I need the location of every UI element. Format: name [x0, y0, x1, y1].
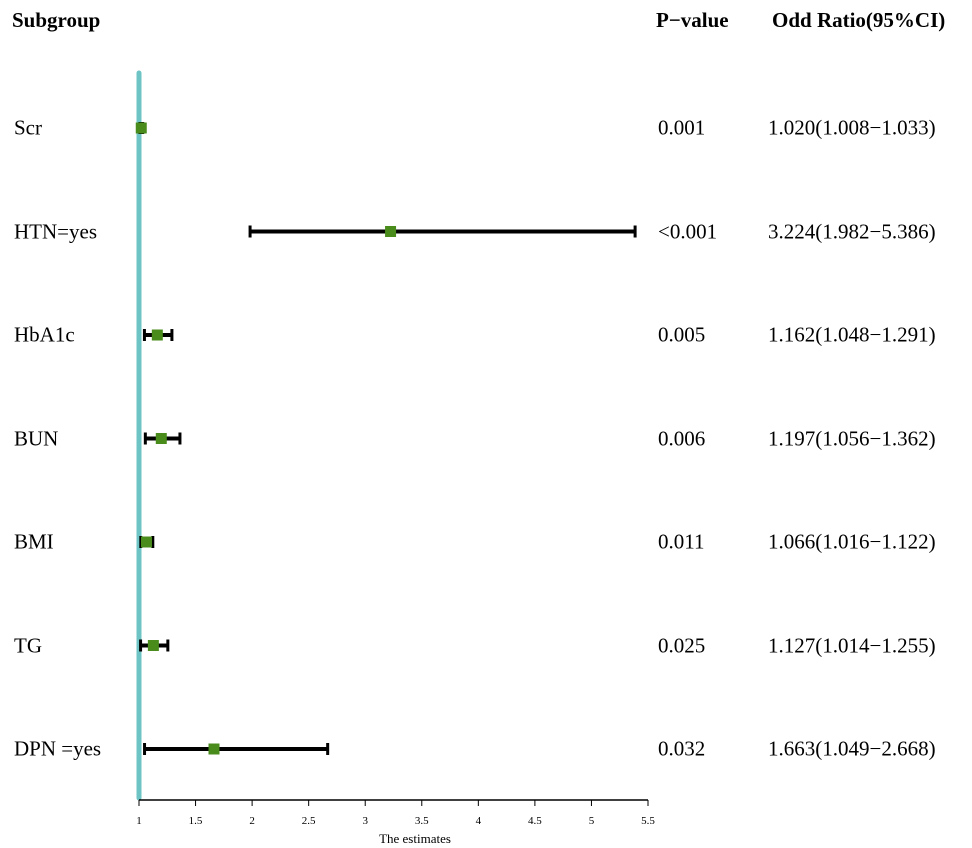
point-estimate — [135, 122, 147, 134]
point-estimate — [140, 536, 152, 548]
odds-ratio-text: 3.224(1.982−5.386) — [768, 219, 936, 243]
pvalue-text: <0.001 — [658, 219, 718, 243]
odds-ratio-text: 1.663(1.049−2.668) — [768, 736, 936, 761]
subgroup-label: BMI — [14, 529, 54, 554]
subgroup-header: Subgroup — [12, 8, 101, 32]
pvalue-text: 0.006 — [658, 426, 706, 450]
x-tick-label: 5.5 — [641, 815, 655, 827]
point-estimate — [385, 226, 397, 237]
odds-ratio-text: 1.162(1.048−1.291) — [768, 322, 936, 347]
odds-ratio-text: 1.066(1.016−1.122) — [768, 529, 936, 554]
point-estimate — [155, 433, 167, 444]
x-tick-label: 5 — [589, 815, 595, 827]
odds-ratio-text: 1.127(1.014−1.255) — [768, 633, 936, 657]
x-axis-title: The estimates — [379, 831, 451, 846]
x-tick-label: 2.5 — [302, 815, 316, 827]
subgroup-label: BUN — [14, 426, 59, 450]
x-tick-label: 1.5 — [189, 815, 203, 827]
point-estimate — [151, 329, 163, 341]
pvalue-text: 0.011 — [658, 529, 705, 554]
subgroup-label: HTN=yes — [14, 219, 97, 243]
pvalue-text: 0.005 — [658, 322, 706, 347]
point-estimate — [208, 743, 220, 755]
point-estimate — [147, 640, 159, 651]
x-tick-label: 2 — [249, 815, 255, 827]
x-tick-label: 4.5 — [528, 815, 542, 827]
x-tick-label: 1 — [136, 815, 142, 827]
odds-ratio-text: 1.197(1.056−1.362) — [768, 426, 936, 450]
x-tick-label: 3.5 — [415, 815, 429, 827]
pvalue-header: P−value — [656, 8, 729, 32]
x-tick-label: 4 — [476, 815, 482, 827]
x-tick-label: 3 — [362, 815, 368, 827]
pvalue-text: 0.025 — [658, 633, 706, 657]
subgroup-label: TG — [14, 633, 42, 657]
subgroup-label: DPN =yes — [14, 736, 102, 761]
subgroup-label: Scr — [14, 115, 42, 140]
pvalue-text: 0.001 — [658, 115, 706, 140]
odds-ratio-text: 1.020(1.008−1.033) — [768, 115, 936, 140]
subgroup-label: HbA1c — [14, 322, 75, 347]
odds-ratio-header: Odd Ratio(95%CI) — [772, 8, 946, 32]
pvalue-text: 0.032 — [658, 736, 706, 761]
